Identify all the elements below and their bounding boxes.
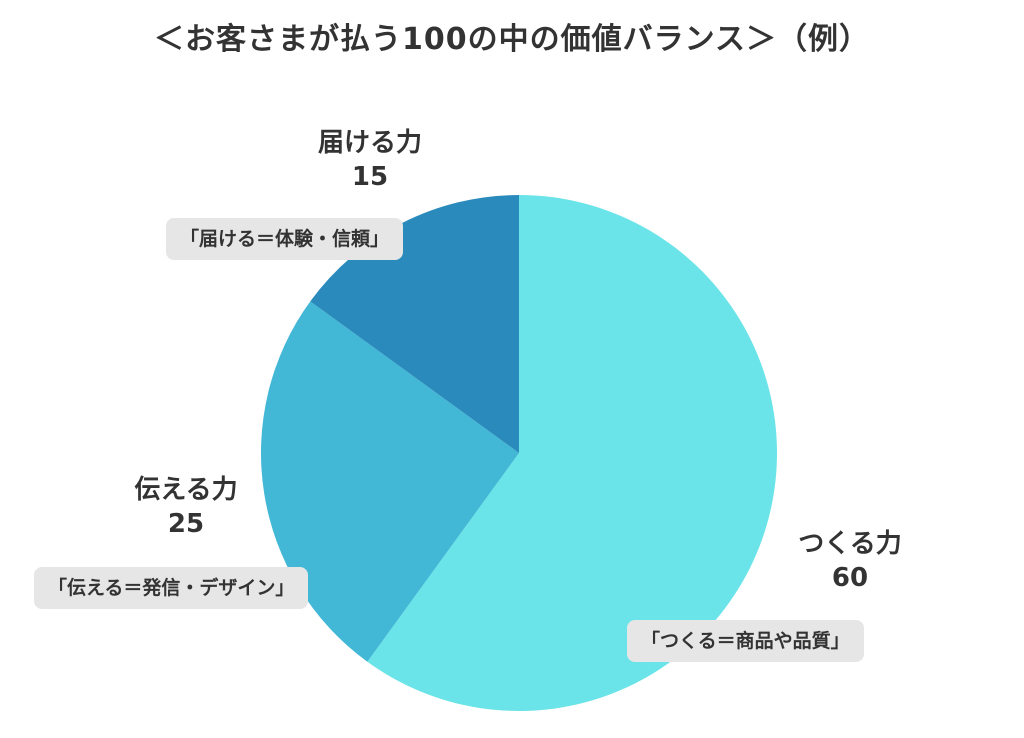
pie-slice-tsutaeru [261, 301, 519, 662]
slice-value-todokeru: 15 [351, 162, 389, 192]
slice-value-tsutaeru: 25 [167, 509, 205, 539]
slice-note-todokeru: 「届ける＝体験・信頼」 [166, 218, 404, 260]
chart-title: ＜お客さまが払う100の中の価値バランス＞（例） [153, 22, 871, 57]
slice-value-tsukuru: 60 [831, 563, 869, 593]
slice-name-tsutaeru: 伝える力 [134, 475, 238, 505]
slice-note-tsutaeru: 「伝える＝発信・デザイン」 [34, 567, 309, 609]
pie-slice-tsukuru [367, 195, 777, 711]
slice-name-todokeru: 届ける力 [317, 128, 422, 158]
slice-label-tsukuru: つくる力 60 [760, 527, 940, 595]
slice-label-tsutaeru: 伝える力 25 [96, 473, 276, 541]
slice-label-todokeru: 届ける力 15 [280, 126, 460, 194]
slice-name-tsukuru: つくる力 [798, 529, 902, 559]
slice-note-tsukuru: 「つくる＝商品や品質」 [627, 620, 864, 662]
